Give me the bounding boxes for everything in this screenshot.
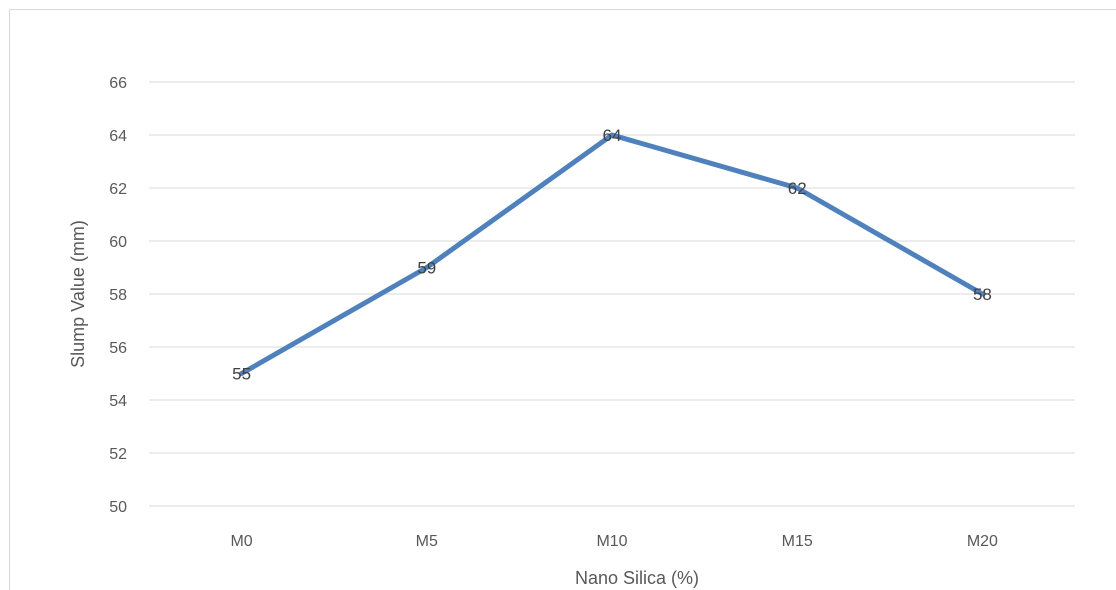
data-label: 58 (973, 285, 992, 304)
x-axis-title: Nano Silica (%) (575, 568, 699, 588)
data-point (424, 265, 430, 270)
y-tick-label: 64 (109, 128, 127, 145)
data-point (794, 185, 800, 191)
x-axis-tick-labels: M0 M5 M10 M15 M20 (230, 533, 998, 550)
y-tick-label: 62 (109, 181, 127, 198)
y-tick-label: 58 (109, 287, 127, 304)
y-tick-label: 60 (109, 234, 127, 251)
data-label: 55 (232, 365, 251, 384)
y-tick-label: 66 (109, 75, 127, 92)
data-label: 64 (603, 126, 622, 145)
y-axis-tick-labels: 50 52 54 56 58 60 62 64 66 (109, 75, 127, 516)
y-tick-label: 50 (109, 499, 127, 516)
y-tick-label: 54 (109, 393, 127, 410)
data-point (979, 291, 985, 297)
chart-frame (9, 9, 1116, 590)
x-tick-label: M0 (230, 533, 252, 550)
data-labels: 55 59 64 62 58 (232, 126, 992, 384)
data-label: 62 (788, 179, 807, 198)
y-tick-label: 52 (109, 446, 127, 463)
y-tick-label: 56 (109, 340, 127, 357)
data-label: 59 (417, 259, 436, 278)
x-tick-label: M10 (596, 533, 627, 550)
x-tick-label: M15 (782, 533, 813, 550)
gridlines (149, 81, 1075, 507)
series-line (239, 132, 985, 376)
series-lines (239, 132, 985, 376)
data-point (609, 132, 615, 138)
x-tick-label: M5 (416, 533, 438, 550)
y-axis-title: Slump Value (mm) (68, 220, 88, 368)
data-point (239, 371, 245, 376)
x-tick-label: M20 (967, 533, 998, 550)
